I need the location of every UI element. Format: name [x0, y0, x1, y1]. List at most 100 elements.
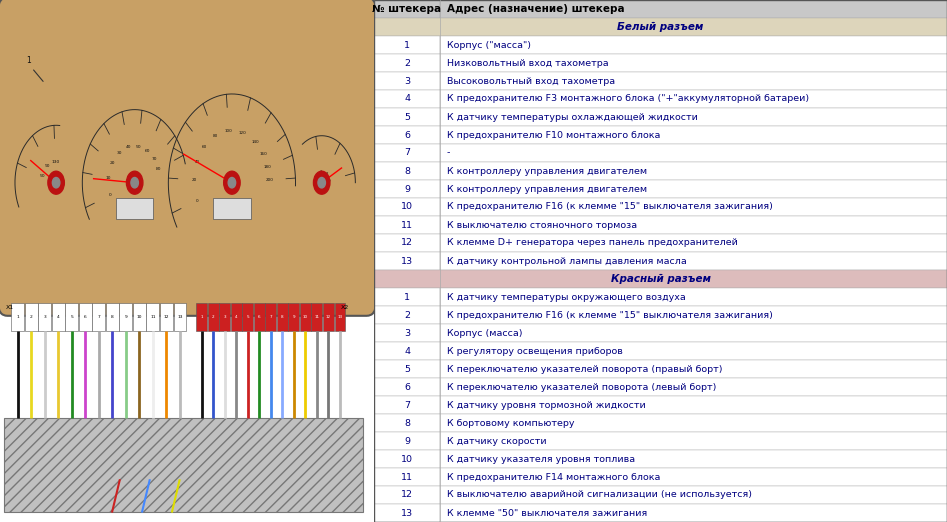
Bar	[374, 162, 440, 180]
Text: К контроллеру управления двигателем: К контроллеру управления двигателем	[447, 184, 647, 194]
Text: 10: 10	[401, 455, 413, 464]
Text: 4: 4	[404, 94, 410, 103]
Bar	[231, 303, 241, 331]
Text: К контроллеру управления двигателем: К контроллеру управления двигателем	[447, 167, 647, 175]
Bar	[220, 303, 230, 331]
Bar	[374, 360, 440, 378]
Bar	[440, 36, 947, 54]
Text: 3: 3	[404, 77, 410, 86]
Text: Красный разъем: Красный разъем	[611, 274, 710, 284]
Text: X2: X2	[340, 305, 348, 311]
Text: К предохранителю F16 (к клемме "15" выключателя зажигания): К предохранителю F16 (к клемме "15" выкл…	[447, 203, 773, 211]
Text: 6: 6	[259, 315, 260, 319]
Bar	[440, 468, 947, 486]
Text: 12: 12	[401, 491, 413, 500]
Bar	[440, 180, 947, 198]
Text: 2: 2	[212, 315, 215, 319]
Bar	[65, 303, 79, 331]
Bar	[440, 288, 947, 306]
Bar	[25, 303, 38, 331]
Bar	[374, 414, 440, 432]
Circle shape	[228, 177, 236, 188]
Text: 100: 100	[224, 129, 233, 133]
Bar	[374, 468, 440, 486]
Text: 40: 40	[195, 160, 200, 164]
Text: 1: 1	[404, 41, 410, 50]
Bar	[440, 216, 947, 234]
Bar	[323, 303, 334, 331]
Bar	[173, 303, 187, 331]
Text: 20: 20	[110, 161, 116, 165]
Text: 12: 12	[401, 239, 413, 247]
Bar	[106, 303, 119, 331]
Text: К выключателю аварийной сигнализации (не используется): К выключателю аварийной сигнализации (не…	[447, 491, 752, 500]
Text: 6: 6	[404, 383, 410, 392]
Bar	[374, 126, 440, 144]
Text: 30: 30	[116, 151, 122, 155]
Bar	[374, 486, 440, 504]
Bar	[119, 303, 133, 331]
Text: 13: 13	[337, 315, 343, 319]
Bar	[289, 303, 299, 331]
Text: 6: 6	[84, 315, 87, 319]
Text: 12: 12	[326, 315, 331, 319]
Bar	[440, 126, 947, 144]
Circle shape	[318, 177, 326, 188]
Text: 2: 2	[30, 315, 32, 319]
Circle shape	[131, 177, 138, 188]
Bar	[374, 216, 440, 234]
Text: 9: 9	[404, 436, 410, 445]
Text: 4: 4	[235, 315, 238, 319]
Text: К предохранителю F14 монтажного блока: К предохранителю F14 монтажного блока	[447, 472, 660, 481]
Bar	[213, 198, 251, 219]
Bar	[334, 303, 346, 331]
Bar	[374, 18, 947, 36]
Text: К клемме "50" выключателя зажигания: К клемме "50" выключателя зажигания	[447, 508, 647, 517]
Bar	[208, 303, 219, 331]
Text: 11: 11	[151, 315, 155, 319]
Bar	[38, 303, 51, 331]
Text: 7: 7	[270, 315, 272, 319]
Text: 9: 9	[404, 184, 410, 194]
Bar	[440, 324, 947, 342]
Bar	[374, 306, 440, 324]
Text: 9: 9	[124, 315, 127, 319]
Text: 20: 20	[192, 178, 197, 182]
Text: 4: 4	[404, 347, 410, 355]
Bar	[374, 324, 440, 342]
Text: Адрес (назначение) штекера: Адрес (назначение) штекера	[447, 4, 624, 14]
FancyBboxPatch shape	[0, 0, 376, 316]
Text: К датчику скорости: К датчику скорости	[447, 436, 546, 445]
Bar	[4, 418, 363, 512]
Text: Корпус ("масса"): Корпус ("масса")	[447, 41, 531, 50]
Text: 140: 140	[251, 139, 259, 144]
Text: 10: 10	[106, 175, 112, 180]
Bar	[440, 162, 947, 180]
Circle shape	[223, 171, 241, 194]
Text: 8: 8	[281, 315, 284, 319]
Bar	[374, 504, 440, 522]
Bar	[374, 378, 440, 396]
Text: 8: 8	[111, 315, 114, 319]
Text: 90: 90	[45, 163, 50, 168]
Bar	[440, 90, 947, 108]
Text: К датчику контрольной лампы давления масла: К датчику контрольной лампы давления мас…	[447, 256, 687, 266]
Circle shape	[48, 171, 64, 194]
Bar	[374, 252, 440, 270]
Text: 13: 13	[401, 508, 413, 517]
Text: 8: 8	[404, 419, 410, 428]
Bar	[374, 36, 440, 54]
Bar	[374, 396, 440, 414]
Text: 80: 80	[212, 134, 218, 138]
Bar	[374, 270, 947, 288]
Text: 12: 12	[164, 315, 170, 319]
Bar	[374, 342, 440, 360]
Bar	[374, 288, 440, 306]
Bar	[440, 378, 947, 396]
Text: 3: 3	[44, 315, 46, 319]
Bar	[11, 303, 25, 331]
Bar	[312, 303, 322, 331]
Bar	[440, 504, 947, 522]
Text: 7: 7	[404, 400, 410, 409]
Text: 200: 200	[265, 178, 274, 182]
